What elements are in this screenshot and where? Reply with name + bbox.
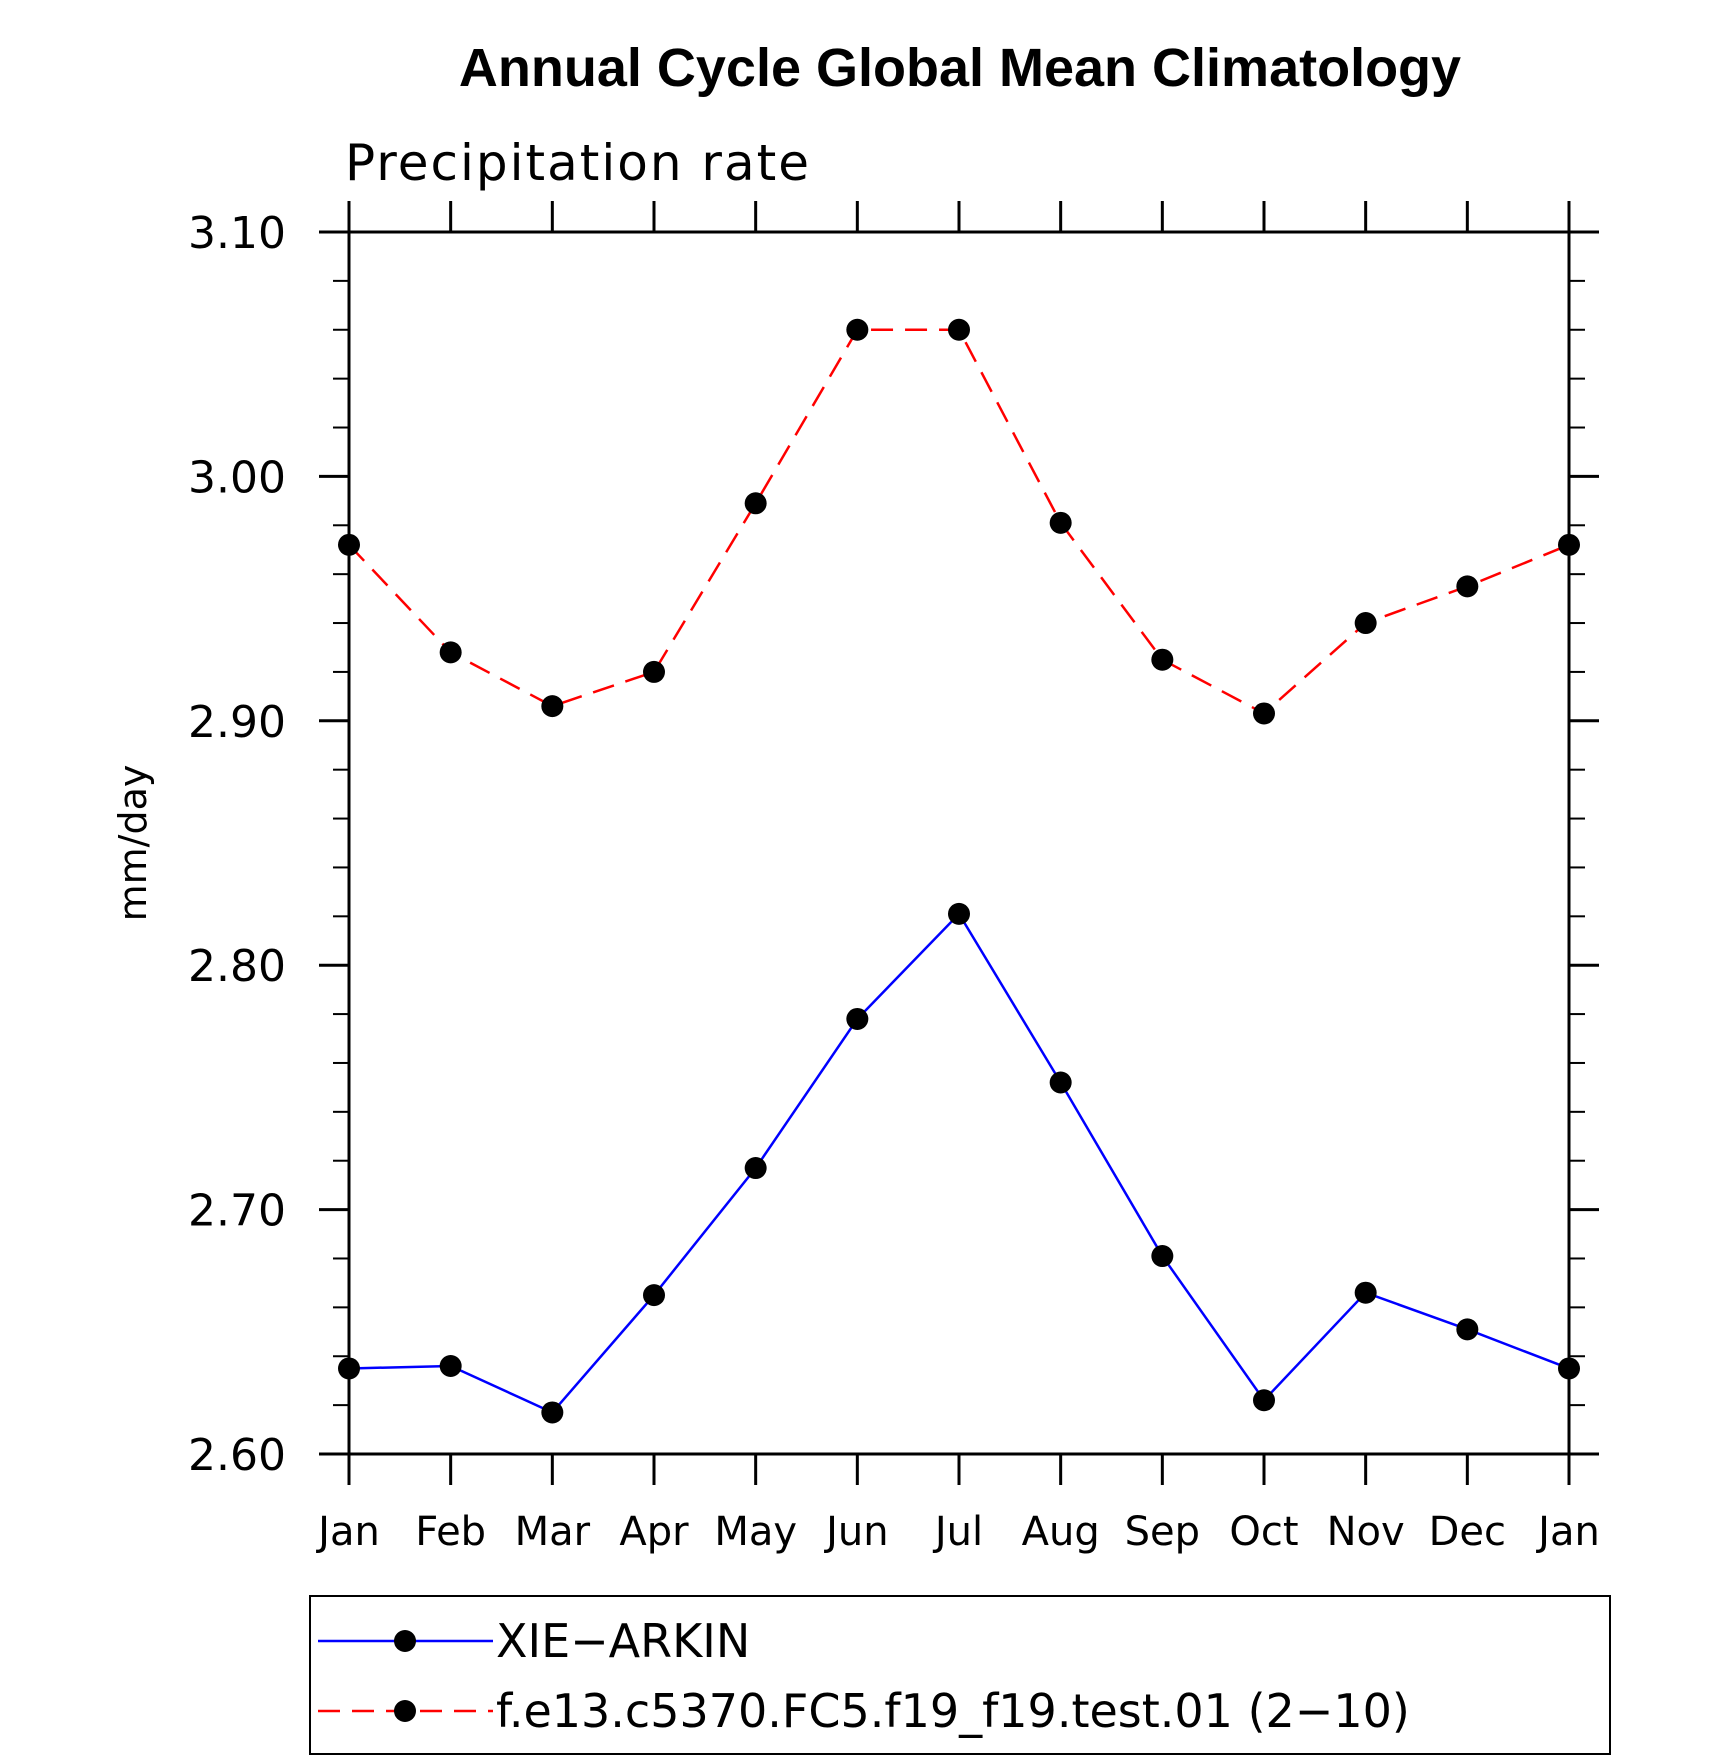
y-tick-label: 3.10	[188, 208, 286, 259]
data-point-series-2	[1253, 702, 1275, 725]
x-tick-label: May	[714, 1509, 797, 1555]
y-tick-label: 2.80	[188, 941, 286, 992]
x-tick-label: Mar	[515, 1509, 591, 1555]
data-point-series-2	[1354, 612, 1377, 635]
series-layer	[338, 318, 1580, 1424]
series-line-1	[348, 911, 1570, 1414]
x-tick-label: Oct	[1229, 1509, 1298, 1555]
data-point-series-1	[1151, 1245, 1174, 1268]
y-tick-label: 3.00	[188, 452, 286, 503]
data-point-series-1	[1456, 1318, 1479, 1341]
x-tick-label: Aug	[1022, 1509, 1100, 1555]
x-tick-label: Jul	[932, 1509, 983, 1555]
data-point-series-1	[541, 1401, 564, 1424]
data-point-series-2	[1456, 575, 1479, 598]
series-line-2	[348, 328, 1570, 715]
x-tick-label: Apr	[619, 1509, 689, 1555]
x-tick-label: Sep	[1125, 1509, 1200, 1555]
data-point-series-2	[643, 660, 665, 683]
data-point-series-1	[948, 902, 970, 925]
data-point-series-2	[948, 318, 970, 341]
chart-title: Annual Cycle Global Mean Climatology	[459, 38, 1461, 98]
x-tick-label: Nov	[1327, 1509, 1405, 1555]
legend-label-series-1: XIE−ARKIN	[496, 1614, 750, 1668]
axes: Jan Feb Mar Apr May Jun Jul Aug Sep Oct Nov Dec Jan 2…	[188, 201, 1600, 1555]
data-point-series-1	[439, 1355, 462, 1378]
data-point-series-2	[541, 695, 564, 718]
data-point-series-2	[1558, 533, 1580, 556]
x-tick-label: Jan	[1535, 1509, 1600, 1555]
chart-subtitle: Precipitation rate	[345, 134, 811, 192]
data-point-series-2	[1151, 648, 1174, 671]
data-point-series-1	[846, 1007, 869, 1030]
data-point-series-1	[744, 1157, 767, 1180]
data-point-series-1	[1049, 1071, 1072, 1094]
data-point-series-2	[338, 533, 360, 556]
data-point-series-1	[1558, 1357, 1580, 1380]
x-tick-label: Jan	[315, 1509, 380, 1555]
data-point-series-2	[846, 318, 869, 341]
x-tick-label: Dec	[1429, 1509, 1506, 1555]
x-tick-label: Feb	[415, 1509, 486, 1555]
y-tick-label: 2.60	[188, 1430, 286, 1481]
data-point-series-1	[643, 1284, 665, 1307]
plot-frame	[347, 230, 1571, 1456]
legend-label-series-2: f.e13.c5370.FC5.f19_f19.test.01 (2−10)	[496, 1684, 1410, 1738]
legend-marker-series-1	[394, 1630, 416, 1652]
data-point-series-2	[1049, 511, 1072, 534]
legend-box	[309, 1595, 1611, 1755]
legend-marker-series-2	[394, 1700, 416, 1722]
y-axis-label: mm/day	[111, 765, 155, 922]
data-point-series-1	[1253, 1389, 1275, 1412]
data-point-series-1	[338, 1357, 360, 1380]
x-tick-label: Jun	[823, 1509, 889, 1555]
data-point-series-2	[744, 492, 767, 515]
legend: XIE−ARKIN f.e13.c5370.FC5.f19_f19.test.0…	[309, 1595, 1611, 1755]
y-tick-label: 2.70	[188, 1186, 286, 1237]
data-point-series-1	[1354, 1281, 1377, 1304]
data-point-series-2	[439, 641, 462, 664]
y-tick-label: 2.90	[188, 697, 286, 748]
